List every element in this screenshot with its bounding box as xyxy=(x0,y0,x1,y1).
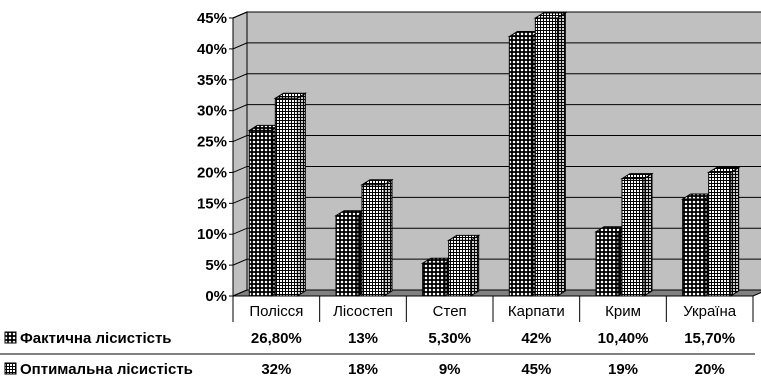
plot-floor xyxy=(232,289,761,297)
category-label: Крим xyxy=(605,303,641,320)
y-tick-label: 35% xyxy=(197,72,227,89)
bar-front xyxy=(274,97,298,297)
bar-front xyxy=(448,239,472,297)
bar-front xyxy=(708,171,732,297)
gridline xyxy=(232,104,761,112)
category-label: Карпати xyxy=(508,303,565,320)
bar-front xyxy=(508,36,532,297)
category-label: Полісся xyxy=(249,303,303,320)
bar-side xyxy=(383,178,393,297)
category-label: Україна xyxy=(683,303,737,320)
y-tick-label: 30% xyxy=(197,103,227,120)
data-table: 26,80% 32% 13% 18% 5,30% 9% 42% 45% 10,40% 19% 15,… xyxy=(0,296,755,378)
bar-side xyxy=(470,234,480,297)
legend-entry-optimal: Оптимальна лісистість xyxy=(4,361,193,378)
bars xyxy=(247,12,741,297)
data-table-value: 15,70% xyxy=(684,330,735,347)
bar-optimal xyxy=(360,178,394,297)
x-axis-labels: Полісся Лісостеп Степ Карпати Крим Україна xyxy=(249,303,736,320)
bar-front xyxy=(248,129,272,297)
data-table-value: 9% xyxy=(439,361,461,378)
data-table-value: 13% xyxy=(348,330,378,347)
side-wall-panel xyxy=(232,11,248,297)
bar-optimal xyxy=(620,172,654,297)
bar-side xyxy=(556,12,566,297)
data-table-value: 10,40% xyxy=(598,330,649,347)
bar-front xyxy=(422,262,446,297)
gridline xyxy=(232,258,761,266)
data-table-value: 20% xyxy=(695,361,725,378)
data-table-value: 32% xyxy=(261,361,291,378)
plot-back-wall xyxy=(232,11,761,297)
bar-side xyxy=(643,172,653,297)
gridline xyxy=(232,165,761,173)
gridline xyxy=(232,196,761,204)
data-table-value: 45% xyxy=(521,361,551,378)
bar-optimal xyxy=(446,234,481,297)
legend-entry-actual: Фактична лісистість xyxy=(4,330,172,347)
gridline xyxy=(232,11,761,19)
legend-key xyxy=(4,362,17,375)
data-table-value: 18% xyxy=(348,361,378,378)
data-table-value: 42% xyxy=(521,330,551,347)
gridlines xyxy=(232,11,761,266)
data-table-value: 19% xyxy=(608,361,638,378)
y-axis: 0% 5% 10% 15% 20% 25% 30% 35% 40% 45% xyxy=(197,10,234,305)
y-tick-label: 25% xyxy=(197,134,227,151)
gridline xyxy=(232,135,761,143)
y-tick-label: 5% xyxy=(205,257,227,274)
y-tick-label: 10% xyxy=(197,226,227,243)
gridline xyxy=(232,42,761,50)
y-tick-label: 15% xyxy=(197,195,227,212)
legend-key xyxy=(4,331,17,344)
bar-optimal xyxy=(273,92,308,297)
bar-front xyxy=(361,184,385,297)
y-tick-label: 20% xyxy=(197,164,227,181)
category-label: Степ xyxy=(433,303,467,320)
bar-front xyxy=(335,215,359,297)
y-tick-label: 0% xyxy=(205,288,227,305)
legend-label: Оптимальна лісистість xyxy=(20,361,193,378)
bar-side xyxy=(296,92,306,297)
category-label: Лісостеп xyxy=(333,303,393,320)
y-tick-label: 45% xyxy=(197,10,227,27)
legend-label: Фактична лісистість xyxy=(20,330,172,347)
bar-front xyxy=(595,231,619,297)
gridline xyxy=(232,73,761,81)
data-table-value: 5,30% xyxy=(428,330,471,347)
bar-front xyxy=(682,198,706,297)
bar-optimal xyxy=(706,166,741,297)
data-table-value: 26,80% xyxy=(251,330,302,347)
y-tick-label: 40% xyxy=(197,41,227,58)
bar-front xyxy=(534,17,558,297)
back-wall-panel xyxy=(232,11,761,297)
bar-side xyxy=(730,166,740,297)
bar-front xyxy=(621,178,645,297)
bar-optimal xyxy=(533,12,568,297)
floor-panel xyxy=(232,289,761,297)
gridline xyxy=(232,227,761,235)
